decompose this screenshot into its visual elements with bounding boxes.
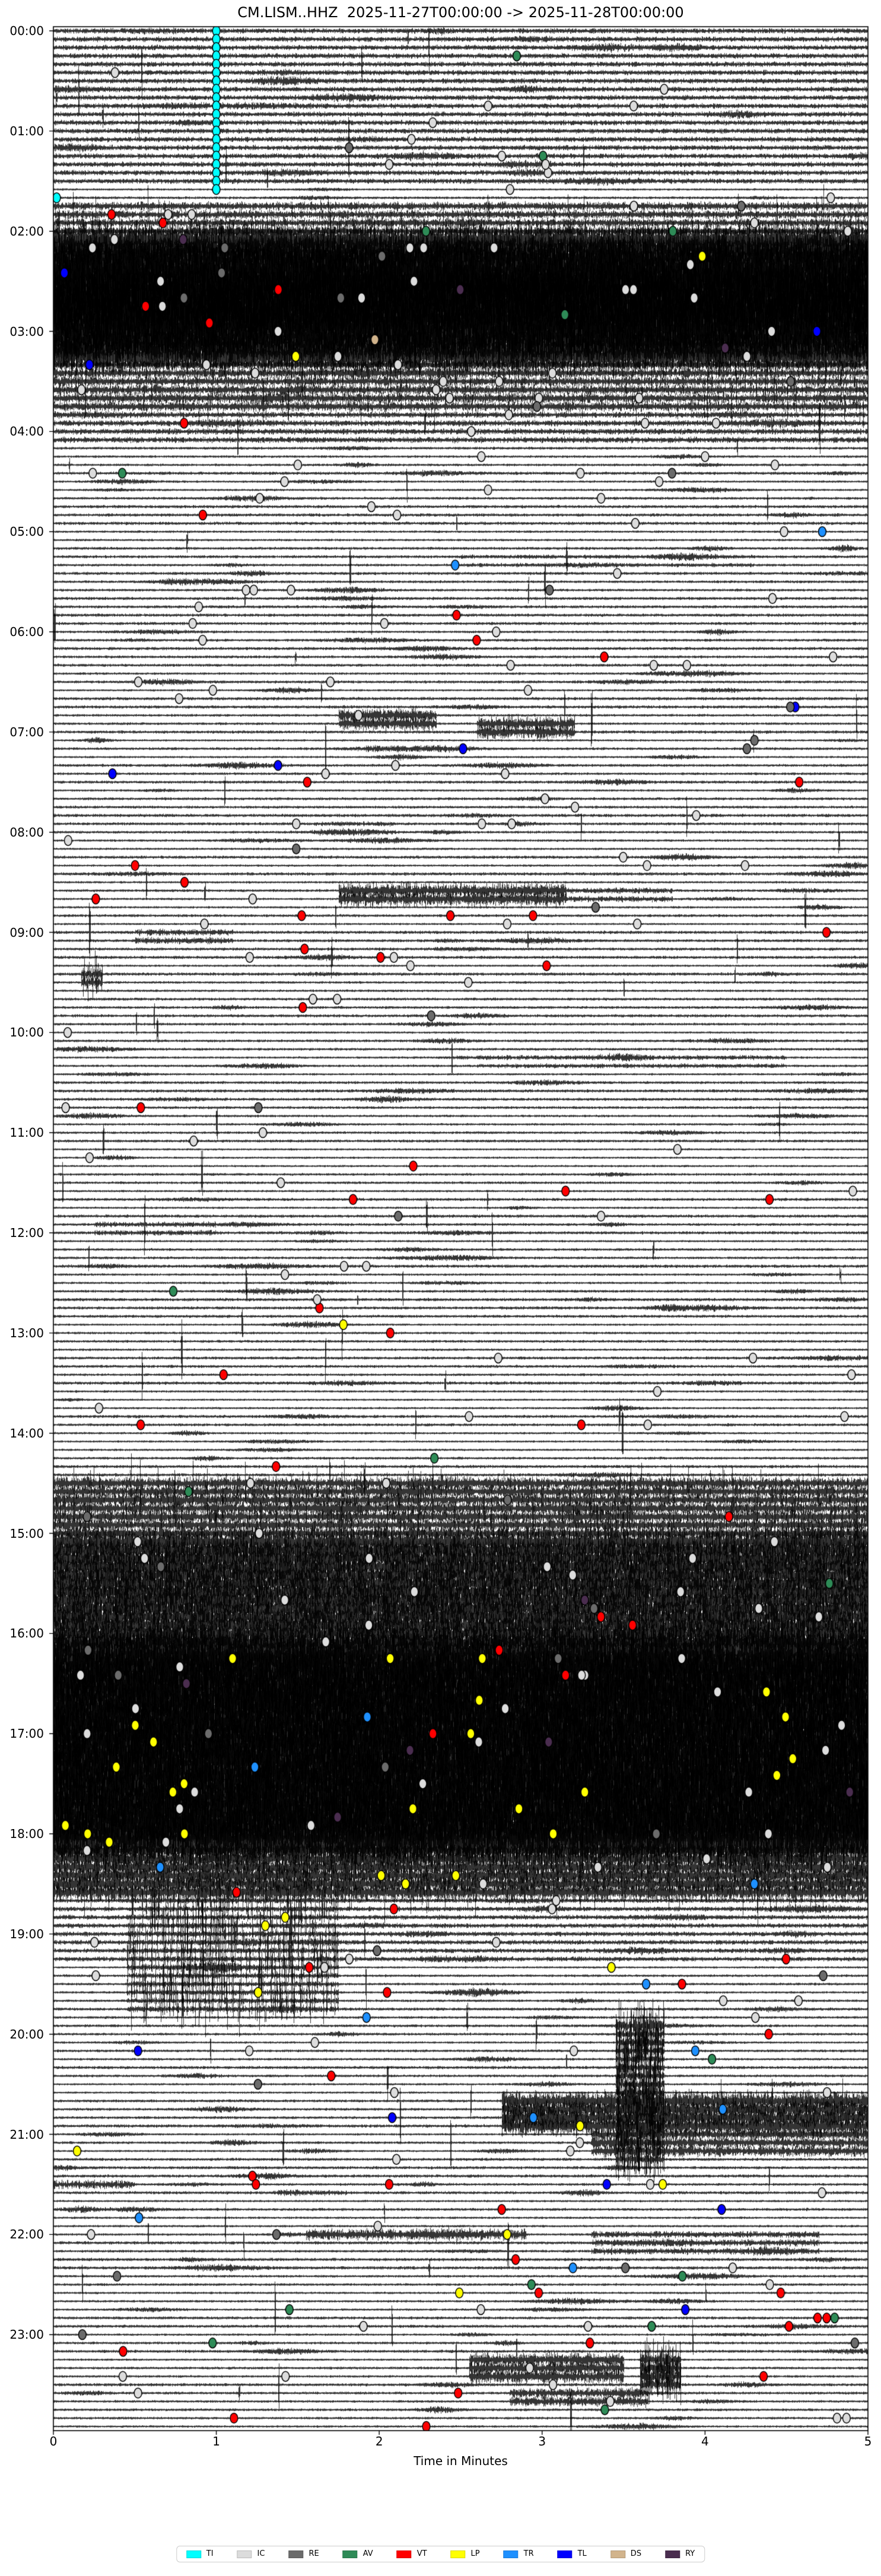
y-tick-label: 10:00 [9,1025,44,1040]
y-tick-label: 06:00 [9,625,44,640]
legend-swatch-ti [186,2550,201,2558]
x-tick-label: 5 [864,2434,872,2448]
legend-label: VT [416,2549,427,2558]
legend-label: TI [206,2549,214,2558]
legend-item-av: AV [342,2549,373,2558]
legend-item-tr: TR [503,2549,534,2558]
y-tick-label: 13:00 [9,1325,44,1340]
legend-item-ds: DS [610,2550,641,2558]
y-tick-label: 05:00 [9,524,44,539]
legend-swatch-ry [665,2550,680,2558]
y-tick-label: 01:00 [9,123,44,138]
x-tick-label: 1 [212,2434,220,2448]
legend-swatch-lp [450,2550,466,2558]
legend-item-ry: RY [665,2550,695,2558]
y-tick-label: 07:00 [9,724,44,739]
legend-item-ic: IC [237,2550,265,2558]
x-tick-label: 2 [375,2434,383,2448]
y-tick-label: 00:00 [9,24,44,39]
y-tick-label: 12:00 [9,1226,44,1241]
legend-label: LP [470,2549,480,2558]
y-tick-label: 14:00 [9,1426,44,1440]
legend-swatch-ds [610,2550,625,2558]
legend-item-tl: TL [557,2549,587,2558]
y-tick-label: 18:00 [9,1827,44,1842]
y-tick-label: 23:00 [9,2327,44,2342]
legend-label: DS [630,2549,642,2558]
legend-item-vt: VT [396,2549,427,2558]
y-tick-label: 17:00 [9,1726,44,1741]
legend-label: RY [685,2549,695,2558]
legend-label: TR [523,2549,534,2558]
legend-swatch-vt [396,2550,412,2558]
x-tick-label: 0 [49,2434,58,2448]
legend-swatch-av [342,2550,358,2558]
legend-label: TL [577,2549,587,2558]
legend-swatch-re [288,2550,304,2558]
legend-label: AV [362,2549,373,2558]
x-axis-title: Time in Minutes [414,2454,508,2468]
y-tick-label: 09:00 [9,925,44,940]
y-tick-label: 03:00 [9,324,44,339]
legend-label: RE [308,2549,319,2558]
y-tick-label: 21:00 [9,2127,44,2142]
y-tick-label: 22:00 [9,2227,44,2242]
y-tick-label: 08:00 [9,825,44,839]
legend-item-lp: LP [450,2549,480,2558]
y-tick-label: 04:00 [9,424,44,439]
legend-item-re: RE [288,2550,319,2558]
legend-item-ti: TI [186,2550,214,2558]
legend-swatch-tr [503,2550,519,2558]
y-tick-label: 02:00 [9,224,44,238]
x-tick-label: 3 [538,2434,546,2448]
y-tick-label: 20:00 [9,2027,44,2041]
legend: TI IC RE AV VT LP TR TL DS RY [176,2546,705,2562]
y-tick-label: 11:00 [9,1125,44,1140]
legend-swatch-ic [237,2550,252,2558]
y-tick-label: 16:00 [9,1626,44,1641]
x-tick-label: 4 [701,2434,709,2448]
plot-title: CM.LISM..HHZ 2025-11-27T00:00:00 -> 2025… [237,4,684,21]
y-tick-label: 19:00 [9,1926,44,1941]
legend-label: IC [257,2549,265,2558]
y-tick-label: 15:00 [9,1526,44,1541]
legend-swatch-tl [557,2550,573,2558]
